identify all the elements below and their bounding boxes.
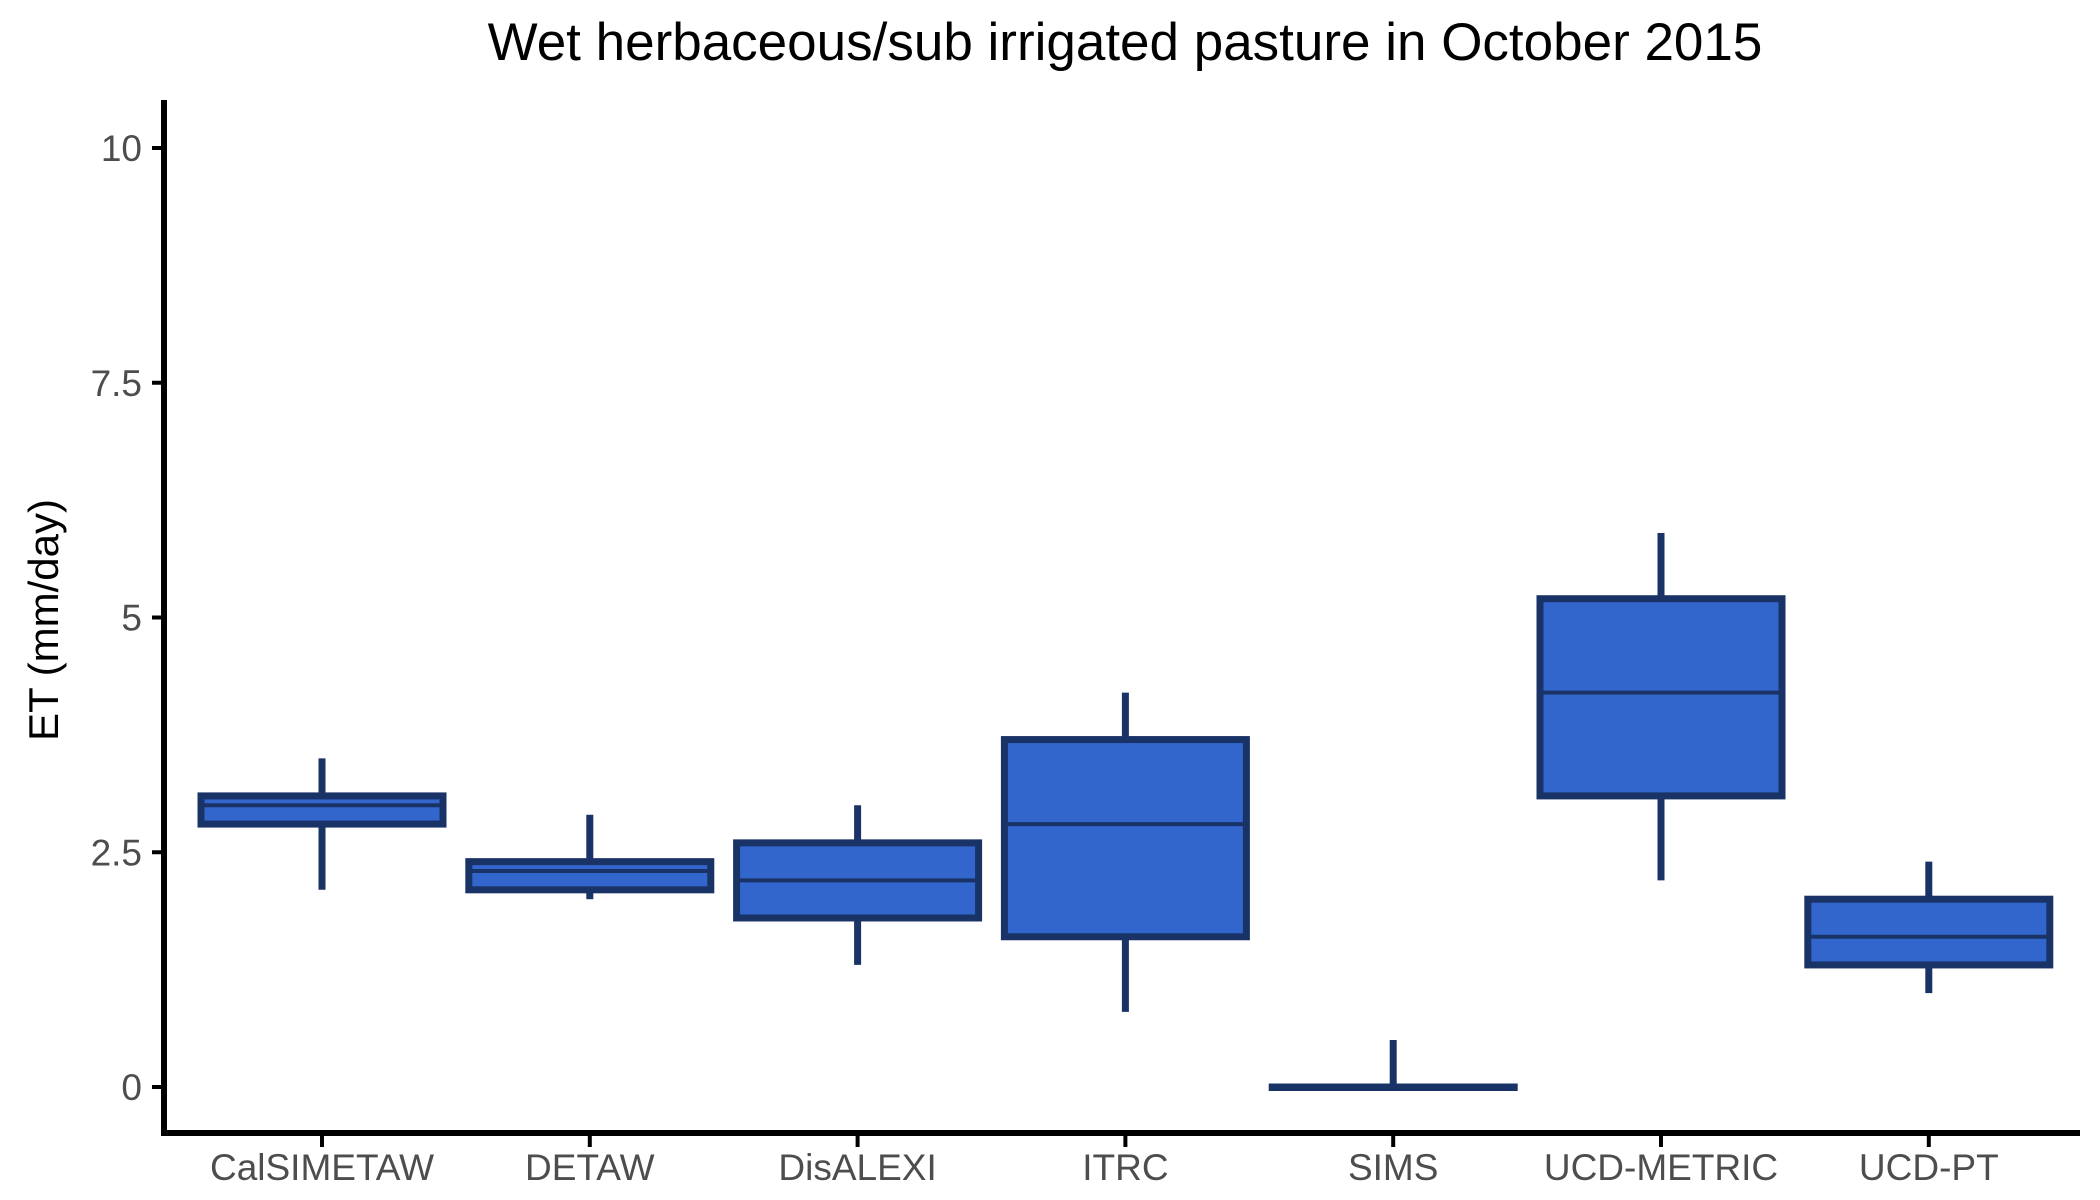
boxes <box>197 532 2054 1091</box>
box-ucd-pt <box>1804 861 2054 994</box>
box-disalexi <box>733 805 983 965</box>
y-tick-label: 5 <box>121 598 142 639</box>
x-axis-ticks: CalSIMETAW DETAW DisALEXI ITRC SIMS UCD-METRI… <box>210 1133 1999 1188</box>
box-itrc <box>1000 692 1250 1012</box>
box-iqr <box>1000 736 1250 941</box>
box-iqr <box>1804 895 2054 969</box>
x-tick-label: DETAW <box>525 1147 655 1188</box>
box-iqr <box>197 792 447 828</box>
y-axis-title: ET (mm/day) <box>20 499 67 741</box>
box-sims <box>1268 1040 1518 1091</box>
chart-title: Wet herbaceous/sub irrigated pasture in … <box>487 13 1763 72</box>
box-detaw <box>465 814 715 900</box>
x-tick-label: DisALEXI <box>778 1147 936 1188</box>
x-tick-label: CalSIMETAW <box>210 1147 434 1188</box>
x-tick-label: UCD-METRIC <box>1544 1147 1778 1188</box>
x-tick-label: ITRC <box>1082 1147 1168 1188</box>
box-calsimetaw <box>197 758 447 890</box>
y-tick-label: 0 <box>121 1067 142 1108</box>
y-tick-label: 7.5 <box>91 363 142 404</box>
y-axis-ticks: 0 2.5 5 7.5 10 <box>91 128 164 1108</box>
y-tick-label: 10 <box>101 128 142 169</box>
x-tick-label: UCD-PT <box>1859 1147 1999 1188</box>
box-ucd-metric <box>1536 532 1786 881</box>
box-iqr <box>1536 595 1786 800</box>
y-tick-label: 2.5 <box>91 832 142 873</box>
box-iqr <box>465 858 715 894</box>
x-tick-label: SIMS <box>1348 1147 1438 1188</box>
